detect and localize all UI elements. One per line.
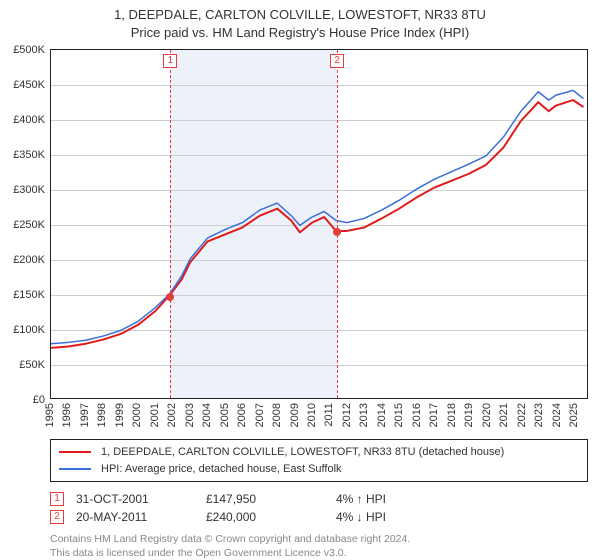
- x-tick-label: 2020: [481, 403, 493, 427]
- y-tick-label: £50K: [19, 359, 51, 371]
- y-tick-label: £150K: [13, 289, 51, 301]
- series-hpi: [51, 90, 584, 343]
- x-tick-label: 2006: [236, 403, 248, 427]
- credit: Contains HM Land Registry data © Crown c…: [50, 532, 588, 560]
- x-tick-label: 1999: [114, 403, 126, 427]
- y-tick-label: £200K: [13, 254, 51, 266]
- sale-marker: 1: [50, 492, 64, 506]
- x-tick-label: 2022: [516, 403, 528, 427]
- sales-table: 1 31-OCT-2001 £147,950 4% ↑ HPI 2 20-MAY…: [50, 490, 588, 526]
- x-axis-ticks: 1995199619971998199920002001200220032004…: [50, 399, 588, 433]
- x-tick-label: 1996: [61, 403, 73, 427]
- y-tick-label: £300K: [13, 184, 51, 196]
- x-tick-label: 2021: [498, 403, 510, 427]
- x-tick-label: 2005: [219, 403, 231, 427]
- sale-line: [170, 50, 171, 398]
- x-tick-label: 2010: [306, 403, 318, 427]
- y-tick-label: £500K: [13, 44, 51, 56]
- y-tick-label: £100K: [13, 324, 51, 336]
- x-tick-label: 2023: [533, 403, 545, 427]
- x-tick-label: 2024: [551, 403, 563, 427]
- x-tick-label: 2007: [254, 403, 266, 427]
- x-tick-label: 2013: [358, 403, 370, 427]
- title-line-1: 1, DEEPDALE, CARLTON COLVILLE, LOWESTOFT…: [0, 6, 600, 24]
- x-tick-label: 2003: [184, 403, 196, 427]
- x-tick-label: 2014: [376, 403, 388, 427]
- x-tick-label: 2001: [149, 403, 161, 427]
- legend-label: HPI: Average price, detached house, East…: [101, 461, 342, 478]
- sale-line: [337, 50, 338, 398]
- sale-delta: 4% ↑ HPI: [336, 492, 466, 506]
- x-tick-label: 2011: [323, 403, 335, 427]
- x-tick-label: 2008: [271, 403, 283, 427]
- table-row: 1 31-OCT-2001 £147,950 4% ↑ HPI: [50, 490, 588, 508]
- chart-title: 1, DEEPDALE, CARLTON COLVILLE, LOWESTOFT…: [0, 0, 600, 41]
- title-line-2: Price paid vs. HM Land Registry's House …: [0, 24, 600, 42]
- sale-annotation: 1: [163, 54, 177, 68]
- x-tick-label: 2025: [568, 403, 580, 427]
- plot-frame: £0£50K£100K£150K£200K£250K£300K£350K£400…: [50, 49, 588, 399]
- sale-annotation: 2: [330, 54, 344, 68]
- legend-item: 1, DEEPDALE, CARLTON COLVILLE, LOWESTOFT…: [59, 444, 579, 461]
- y-tick-label: £400K: [13, 114, 51, 126]
- credit-line: This data is licensed under the Open Gov…: [50, 546, 588, 560]
- credit-line: Contains HM Land Registry data © Crown c…: [50, 532, 588, 546]
- legend-swatch: [59, 468, 91, 470]
- sale-point: [333, 228, 341, 236]
- legend-swatch: [59, 451, 91, 453]
- x-tick-label: 2002: [166, 403, 178, 427]
- series-layer: [51, 50, 587, 398]
- legend-item: HPI: Average price, detached house, East…: [59, 461, 579, 478]
- y-tick-label: £450K: [13, 79, 51, 91]
- sale-marker: 2: [50, 510, 64, 524]
- table-row: 2 20-MAY-2011 £240,000 4% ↓ HPI: [50, 508, 588, 526]
- x-tick-label: 2015: [393, 403, 405, 427]
- x-tick-label: 2016: [411, 403, 423, 427]
- x-tick-label: 2012: [341, 403, 353, 427]
- x-tick-label: 2009: [289, 403, 301, 427]
- sale-price: £240,000: [206, 510, 336, 524]
- sale-price: £147,950: [206, 492, 336, 506]
- plot-area: £0£50K£100K£150K£200K£250K£300K£350K£400…: [50, 49, 588, 399]
- sale-date: 20-MAY-2011: [76, 510, 206, 524]
- x-tick-label: 1998: [96, 403, 108, 427]
- y-tick-label: £250K: [13, 219, 51, 231]
- x-tick-label: 1997: [79, 403, 91, 427]
- x-tick-label: 2017: [428, 403, 440, 427]
- sale-date: 31-OCT-2001: [76, 492, 206, 506]
- x-tick-label: 1995: [44, 403, 56, 427]
- legend-label: 1, DEEPDALE, CARLTON COLVILLE, LOWESTOFT…: [101, 444, 504, 461]
- x-tick-label: 2000: [131, 403, 143, 427]
- sale-delta: 4% ↓ HPI: [336, 510, 466, 524]
- x-tick-label: 2019: [463, 403, 475, 427]
- x-tick-label: 2004: [201, 403, 213, 427]
- y-tick-label: £350K: [13, 149, 51, 161]
- legend: 1, DEEPDALE, CARLTON COLVILLE, LOWESTOFT…: [50, 439, 588, 482]
- sale-point: [166, 293, 174, 301]
- x-tick-label: 2018: [446, 403, 458, 427]
